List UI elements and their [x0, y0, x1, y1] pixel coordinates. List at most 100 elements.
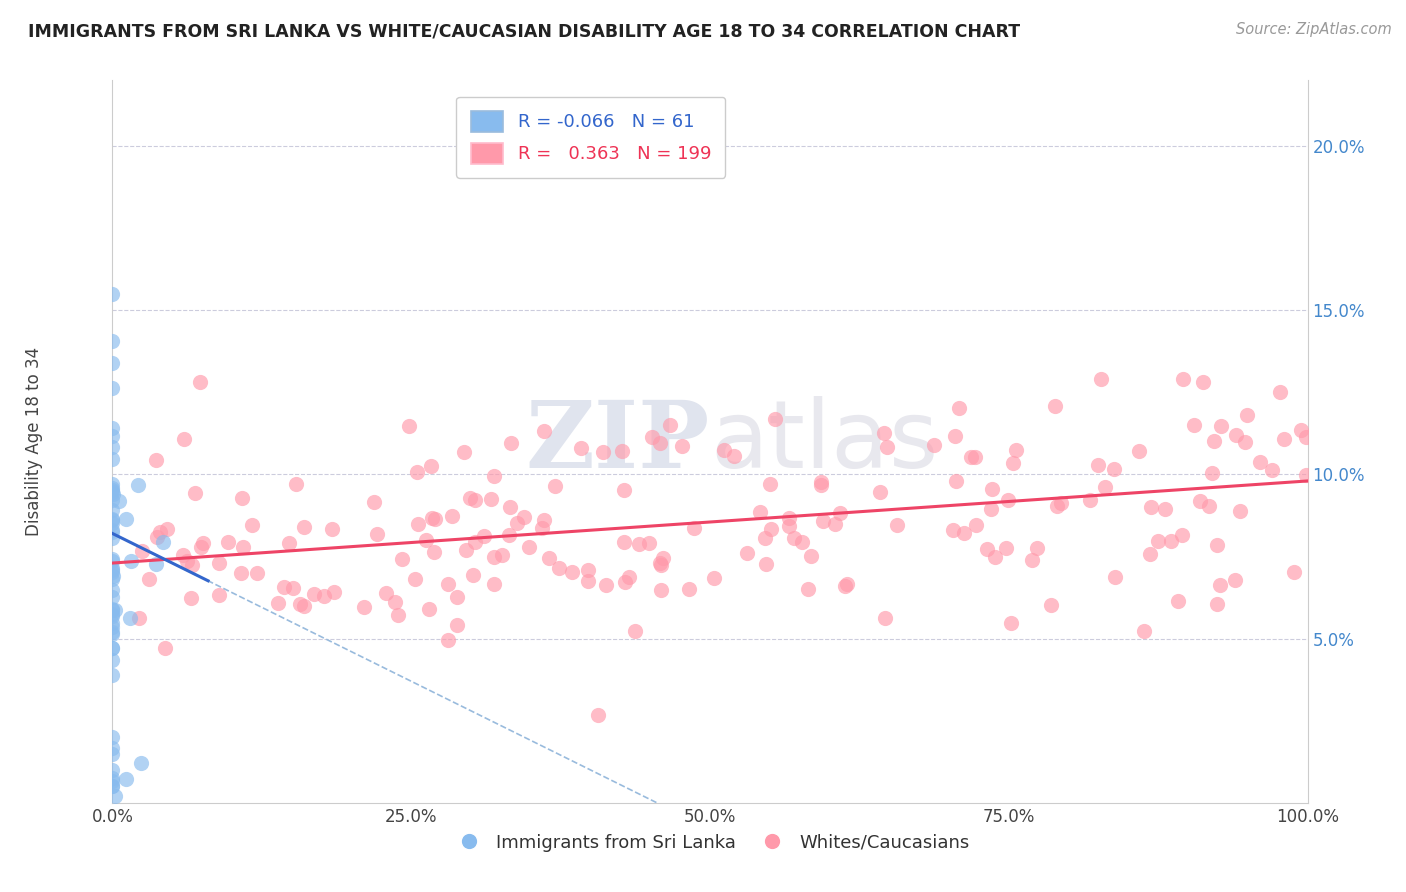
Point: [101, 572, 124, 586]
Point: [713, 442, 735, 457]
Point: [104, 603, 127, 617]
Point: [1133, 624, 1156, 638]
Point: [723, 449, 745, 463]
Point: [104, 789, 127, 804]
Point: [763, 411, 786, 425]
Point: [963, 450, 986, 464]
Point: [188, 375, 211, 389]
Point: [101, 640, 124, 655]
Point: [441, 509, 464, 524]
Point: [437, 633, 460, 648]
Point: [811, 515, 834, 529]
Point: [101, 554, 124, 568]
Point: [173, 433, 195, 447]
Point: [479, 491, 502, 506]
Point: [101, 627, 124, 641]
Point: [418, 602, 440, 616]
Point: [101, 476, 124, 491]
Point: [942, 523, 965, 537]
Point: [754, 531, 776, 545]
Point: [436, 577, 458, 591]
Point: [420, 458, 443, 473]
Text: atlas: atlas: [710, 395, 938, 488]
Point: [101, 421, 124, 435]
Point: [638, 535, 661, 549]
Point: [323, 585, 346, 599]
Point: [101, 483, 124, 497]
Point: [156, 522, 179, 536]
Point: [995, 541, 1018, 555]
Point: [610, 444, 633, 458]
Point: [778, 519, 800, 533]
Point: [101, 668, 124, 682]
Point: [617, 570, 640, 584]
Point: [1209, 419, 1232, 434]
Point: [207, 556, 229, 570]
Point: [1223, 573, 1246, 587]
Point: [131, 544, 153, 558]
Point: [1128, 443, 1150, 458]
Point: [101, 334, 124, 348]
Point: [181, 558, 204, 572]
Point: [472, 529, 495, 543]
Point: [595, 578, 617, 592]
Point: [101, 482, 124, 496]
Point: [292, 520, 315, 534]
Point: [1229, 504, 1251, 518]
Point: [404, 572, 426, 586]
Point: [828, 506, 851, 520]
Point: [101, 503, 124, 517]
Point: [423, 545, 446, 559]
Point: [1094, 480, 1116, 494]
Point: [374, 586, 396, 600]
Point: [453, 445, 475, 459]
Point: [101, 763, 124, 777]
Point: [561, 565, 583, 579]
Point: [101, 607, 124, 622]
Point: [1295, 467, 1317, 482]
Point: [266, 596, 288, 610]
Point: [576, 563, 599, 577]
Point: [283, 581, 305, 595]
Point: [959, 450, 981, 465]
Point: [101, 381, 124, 395]
Y-axis label: Disability Age 18 to 34: Disability Age 18 to 34: [25, 347, 44, 536]
Point: [499, 500, 522, 515]
Point: [976, 541, 998, 556]
Point: [506, 516, 529, 530]
Point: [783, 531, 806, 545]
Point: [1295, 430, 1317, 444]
Point: [533, 424, 555, 438]
Point: [101, 512, 124, 526]
Point: [659, 417, 682, 432]
Point: [131, 756, 153, 770]
Point: [120, 554, 142, 568]
Point: [208, 588, 231, 602]
Point: [1005, 442, 1028, 457]
Point: [491, 548, 513, 562]
Point: [1205, 597, 1227, 611]
Point: [758, 476, 780, 491]
Point: [460, 491, 482, 505]
Text: Source: ZipAtlas.com: Source: ZipAtlas.com: [1236, 22, 1392, 37]
Point: [101, 513, 124, 527]
Point: [101, 747, 124, 761]
Point: [980, 502, 1002, 516]
Point: [592, 445, 614, 459]
Point: [446, 618, 468, 632]
Point: [613, 483, 636, 497]
Point: [997, 493, 1019, 508]
Point: [671, 439, 693, 453]
Point: [1270, 385, 1292, 400]
Point: [1147, 534, 1170, 549]
Point: [1043, 399, 1066, 413]
Point: [101, 486, 124, 500]
Point: [149, 525, 172, 540]
Point: [1189, 494, 1212, 508]
Point: [1040, 598, 1063, 612]
Point: [1000, 616, 1022, 631]
Point: [101, 429, 124, 443]
Point: [273, 580, 295, 594]
Point: [101, 563, 124, 577]
Point: [101, 740, 124, 755]
